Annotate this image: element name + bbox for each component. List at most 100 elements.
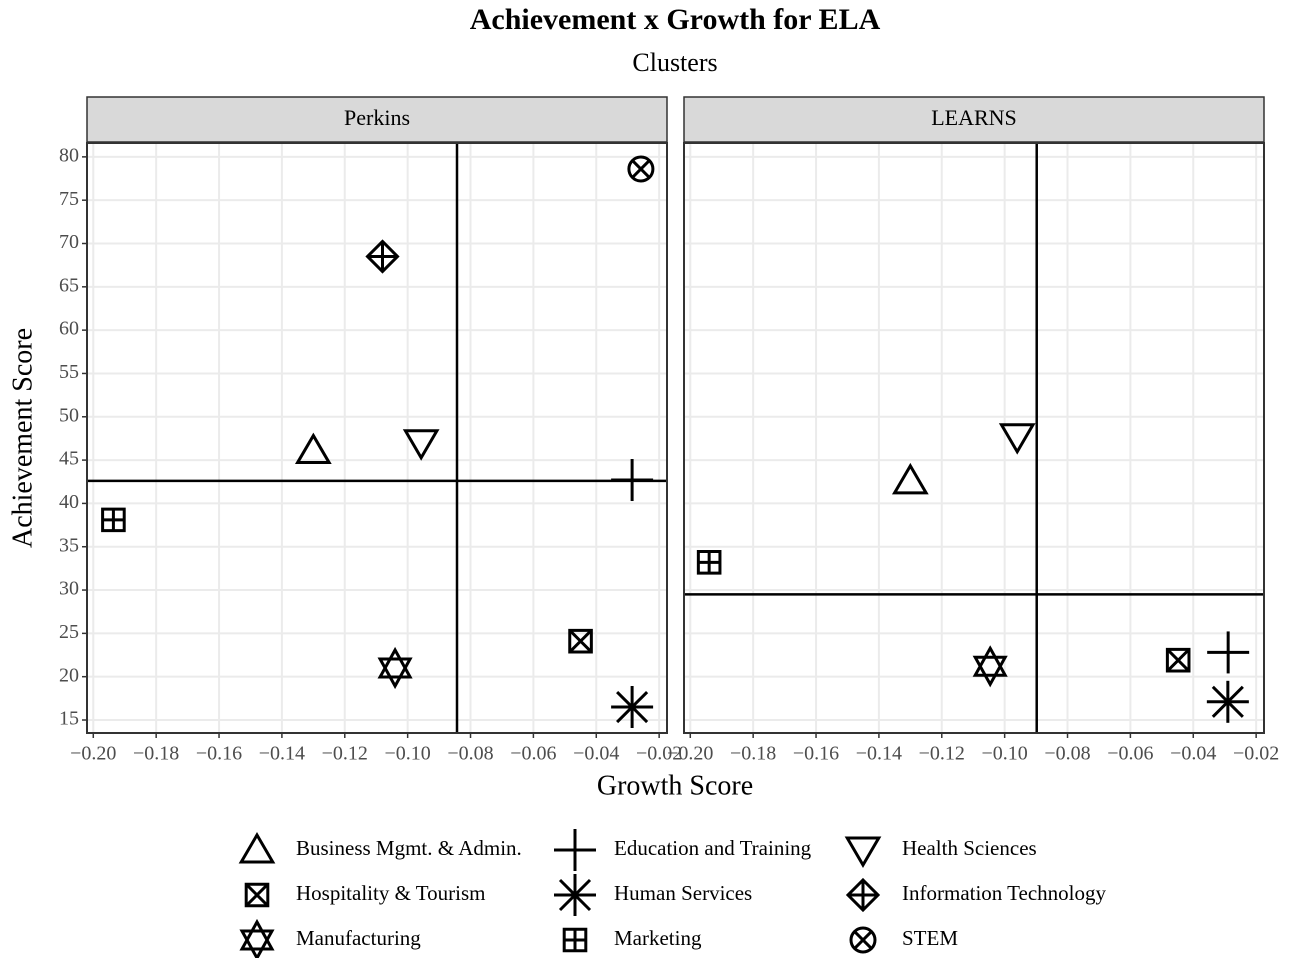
point <box>849 926 877 954</box>
strip <box>86 96 668 143</box>
chart-title: Achievement x Growth for ELA <box>470 3 881 36</box>
point <box>611 686 654 729</box>
legend-label: Education and Training <box>614 836 812 860</box>
point-stroke <box>631 159 651 179</box>
x-tick-label: −0.02 <box>636 743 682 765</box>
point-stroke <box>891 462 929 495</box>
point <box>891 462 929 495</box>
point-stroke <box>238 832 276 864</box>
panel-border <box>683 142 1265 734</box>
x-tick-label: −0.12 <box>322 743 368 765</box>
point-stroke <box>239 929 275 958</box>
x-axis-label: Growth Score <box>597 770 753 801</box>
legend-label: Human Services <box>614 881 752 905</box>
x-tick-label: −0.20 <box>667 743 713 765</box>
panel <box>684 143 1264 733</box>
x-tick-label: −0.18 <box>133 743 179 765</box>
y-tick-label: 20 <box>59 664 79 686</box>
point-stroke <box>849 926 877 954</box>
point-stroke <box>616 690 649 724</box>
legend-label: Manufacturing <box>296 926 421 950</box>
legend-label: Marketing <box>614 926 702 950</box>
point <box>1165 647 1191 673</box>
legend-label: Information Technology <box>902 881 1107 905</box>
y-axis-label: Achievement Score <box>7 328 38 548</box>
y-tick-label: 15 <box>59 708 79 730</box>
point <box>696 550 722 575</box>
y-tick-label: 60 <box>59 318 79 340</box>
point-stroke <box>377 657 413 690</box>
point-stroke <box>972 655 1008 688</box>
point <box>554 874 596 916</box>
x-tick-label: −0.04 <box>573 743 619 765</box>
point <box>1207 631 1250 674</box>
point-stroke <box>696 550 722 575</box>
point-stroke <box>558 878 592 912</box>
y-tick-label: 75 <box>59 188 79 210</box>
strip <box>683 96 1265 143</box>
x-tick-label: −0.14 <box>259 743 305 765</box>
legend-label: STEM <box>902 926 958 950</box>
point <box>238 832 276 864</box>
y-tick-label: 70 <box>59 231 79 253</box>
x-tick-label: −0.16 <box>793 743 839 765</box>
point-stroke <box>627 155 655 183</box>
point-stroke <box>844 836 882 868</box>
x-tick-label: −0.12 <box>919 743 965 765</box>
point <box>1206 680 1249 723</box>
y-tick-label: 45 <box>59 448 79 470</box>
point <box>554 829 596 871</box>
point-stroke <box>853 930 873 950</box>
legend-label: Business Mgmt. & Admin. <box>296 836 522 860</box>
point-stroke <box>294 432 332 465</box>
point <box>562 927 588 953</box>
point <box>365 239 400 274</box>
point <box>239 918 275 958</box>
strip-label: LEARNS <box>931 105 1017 130</box>
x-tick-label: −0.06 <box>1107 743 1153 765</box>
point <box>627 155 655 183</box>
point <box>244 882 270 908</box>
y-tick-label: 80 <box>59 144 79 166</box>
y-tick-label: 35 <box>59 534 79 556</box>
x-tick-label: −0.06 <box>510 743 556 765</box>
legend-label: Health Sciences <box>902 836 1037 860</box>
x-tick-label: −0.14 <box>856 743 902 765</box>
point <box>568 628 593 654</box>
point-stroke <box>568 629 593 654</box>
point-stroke <box>239 918 275 951</box>
point <box>844 836 882 868</box>
point <box>101 507 126 533</box>
point-stroke <box>562 927 588 953</box>
y-tick-label: 30 <box>59 578 79 600</box>
point <box>845 877 881 913</box>
point <box>402 429 440 461</box>
chart-subtitle: Clusters <box>632 48 717 77</box>
point-stroke <box>998 423 1036 455</box>
point <box>998 423 1036 455</box>
point <box>294 432 332 465</box>
y-tick-label: 25 <box>59 621 79 643</box>
legend-label: Hospitality & Tourism <box>296 881 485 905</box>
y-tick-label: 40 <box>59 491 79 513</box>
x-tick-label: −0.02 <box>1233 743 1279 765</box>
x-tick-label: −0.04 <box>1170 743 1216 765</box>
x-tick-label: −0.08 <box>447 743 493 765</box>
point <box>377 646 413 690</box>
panel <box>87 143 667 733</box>
y-tick-label: 50 <box>59 404 79 426</box>
point <box>611 459 654 502</box>
point-stroke <box>1166 648 1191 673</box>
strip-label: Perkins <box>344 105 410 130</box>
x-tick-label: −0.10 <box>385 743 431 765</box>
panel-border <box>86 142 668 734</box>
point-stroke <box>377 646 413 679</box>
x-tick-label: −0.18 <box>730 743 776 765</box>
x-tick-label: −0.10 <box>982 743 1028 765</box>
point <box>972 645 1008 688</box>
point-stroke <box>402 429 440 461</box>
point-stroke <box>1211 685 1244 718</box>
x-tick-label: −0.08 <box>1044 743 1090 765</box>
x-tick-label: −0.16 <box>196 743 242 765</box>
